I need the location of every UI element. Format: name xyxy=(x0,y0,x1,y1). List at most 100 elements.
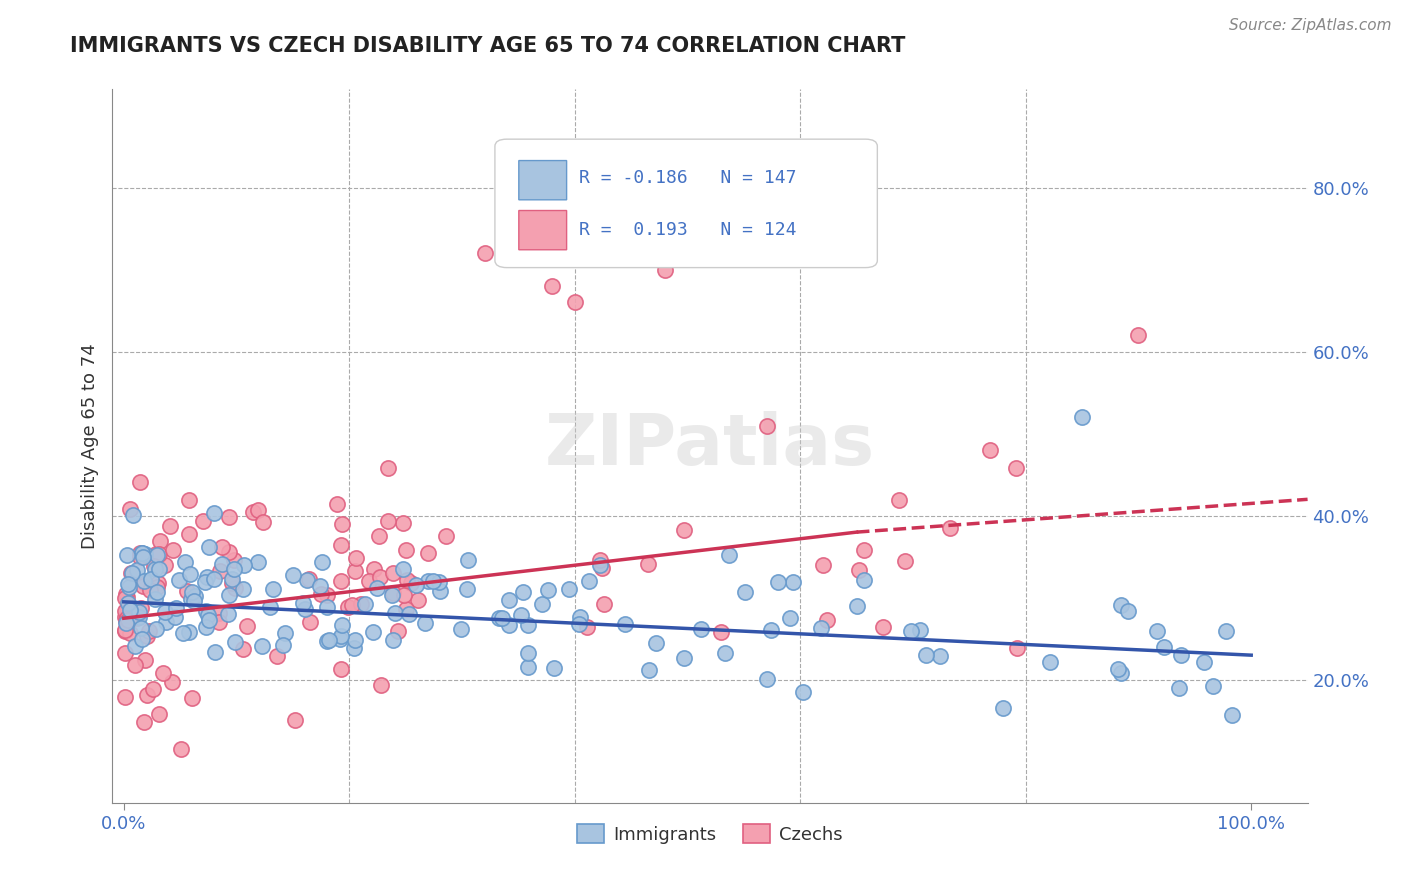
Czechs xyxy=(381,585,404,599)
Czechs xyxy=(142,681,165,696)
Czechs xyxy=(344,551,367,566)
Immigrants xyxy=(614,616,637,631)
Immigrants xyxy=(311,555,333,569)
Czechs xyxy=(193,514,215,528)
Immigrants xyxy=(1039,655,1062,669)
Immigrants xyxy=(517,618,540,632)
Czechs xyxy=(139,583,162,598)
Czechs xyxy=(115,601,138,615)
Immigrants xyxy=(197,608,219,623)
Immigrants xyxy=(167,573,190,587)
Czechs xyxy=(129,601,152,615)
Immigrants xyxy=(578,574,600,589)
Immigrants xyxy=(344,632,367,647)
Czechs xyxy=(125,610,148,624)
Immigrants xyxy=(273,638,295,652)
Czechs xyxy=(146,580,169,594)
Immigrants xyxy=(274,626,297,640)
Immigrants xyxy=(143,562,166,576)
Immigrants xyxy=(734,585,756,599)
Immigrants xyxy=(218,589,240,603)
Czechs xyxy=(564,295,586,310)
Immigrants xyxy=(517,660,540,674)
Czechs xyxy=(176,584,198,599)
Immigrants xyxy=(422,574,444,588)
Immigrants xyxy=(221,572,243,586)
Immigrants xyxy=(146,585,169,599)
Immigrants xyxy=(1201,680,1223,694)
Czechs xyxy=(246,503,269,517)
Immigrants xyxy=(366,582,388,596)
Immigrants xyxy=(1146,624,1168,638)
Czechs xyxy=(159,519,181,533)
Czechs xyxy=(418,546,440,560)
Czechs xyxy=(132,579,155,593)
Immigrants xyxy=(195,604,218,618)
Immigrants xyxy=(1192,655,1215,669)
Immigrants xyxy=(222,562,245,576)
Immigrants xyxy=(846,599,869,613)
Immigrants xyxy=(638,663,661,677)
Immigrants xyxy=(132,574,155,589)
Czechs xyxy=(252,516,274,530)
Y-axis label: Disability Age 65 to 74: Disability Age 65 to 74 xyxy=(80,343,98,549)
Immigrants xyxy=(1215,624,1237,638)
Czechs xyxy=(299,615,322,629)
Czechs xyxy=(152,665,174,680)
Immigrants xyxy=(163,610,186,624)
Czechs xyxy=(128,475,150,489)
Czechs xyxy=(637,557,659,571)
Czechs xyxy=(232,641,254,656)
Immigrants xyxy=(330,618,353,632)
FancyBboxPatch shape xyxy=(495,139,877,268)
Czechs xyxy=(208,564,231,578)
Immigrants xyxy=(343,641,366,656)
Immigrants xyxy=(690,622,713,636)
Czechs xyxy=(124,657,146,672)
Czechs xyxy=(146,576,169,591)
Immigrants xyxy=(354,597,377,611)
Immigrants xyxy=(1153,640,1175,654)
Immigrants xyxy=(509,608,531,623)
Czechs xyxy=(114,624,136,639)
Czechs xyxy=(1005,461,1028,475)
Czechs xyxy=(114,609,136,624)
Immigrants xyxy=(194,620,217,634)
Immigrants xyxy=(132,550,155,565)
Immigrants xyxy=(134,547,156,561)
Czechs xyxy=(129,546,152,560)
Immigrants xyxy=(247,555,270,569)
Czechs xyxy=(114,591,136,605)
Czechs xyxy=(236,618,259,632)
Immigrants xyxy=(1170,648,1192,662)
Czechs xyxy=(134,653,156,667)
Immigrants xyxy=(128,610,150,624)
Immigrants xyxy=(197,613,219,627)
Immigrants xyxy=(759,623,782,637)
Text: R = -0.186   N = 147: R = -0.186 N = 147 xyxy=(579,169,796,187)
Immigrants xyxy=(202,506,225,520)
Czechs xyxy=(381,566,404,581)
Immigrants xyxy=(129,621,152,635)
Czechs xyxy=(120,626,142,640)
Immigrants xyxy=(198,540,221,554)
Immigrants xyxy=(537,583,560,598)
Immigrants xyxy=(131,546,153,560)
Immigrants xyxy=(361,625,384,640)
Czechs xyxy=(395,602,418,616)
Immigrants xyxy=(309,579,332,593)
Immigrants xyxy=(122,508,145,522)
Immigrants xyxy=(318,633,340,648)
Czechs xyxy=(848,563,870,577)
Immigrants xyxy=(174,555,197,569)
Immigrants xyxy=(195,570,218,584)
Immigrants xyxy=(852,574,875,588)
FancyBboxPatch shape xyxy=(519,211,567,250)
Immigrants xyxy=(117,596,139,610)
Immigrants xyxy=(993,700,1015,714)
Czechs xyxy=(330,574,353,588)
Immigrants xyxy=(900,624,922,639)
Immigrants xyxy=(543,661,565,675)
Czechs xyxy=(181,691,204,706)
Immigrants xyxy=(498,617,520,632)
